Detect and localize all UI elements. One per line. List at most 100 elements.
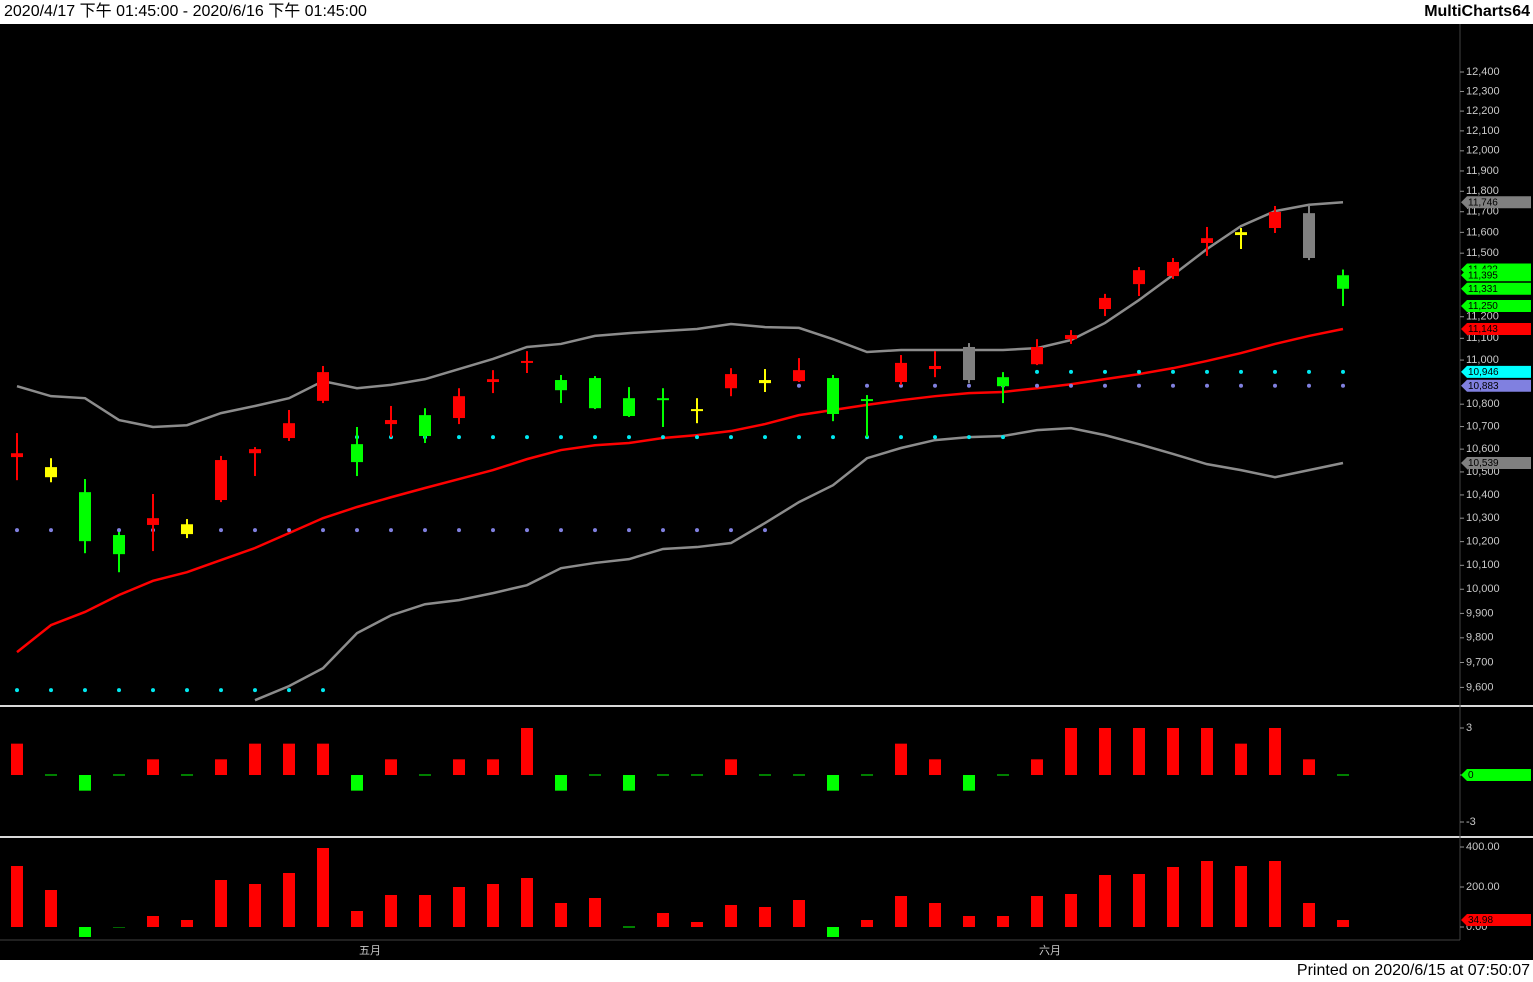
histogram-bar [929, 759, 941, 775]
histogram-bar [1133, 874, 1145, 927]
stop-dot [287, 688, 291, 693]
stop-dot [1137, 383, 1141, 388]
histogram-bar [657, 774, 669, 776]
candle-body [1337, 275, 1349, 289]
histogram-bar [419, 774, 431, 776]
candle-body [1099, 297, 1111, 310]
histogram-bar [215, 759, 227, 775]
price-marker-label: 11,250 [1468, 301, 1498, 312]
price-marker [1461, 914, 1531, 927]
histogram-bar [555, 903, 567, 927]
stop-dot [1001, 435, 1005, 440]
candle-body [1269, 211, 1281, 229]
histogram-bar [215, 880, 227, 927]
y-tick-label: -3 [1466, 816, 1476, 828]
stop-dot [1273, 383, 1277, 388]
histogram-bar [827, 927, 839, 937]
histogram-bar [249, 743, 261, 775]
stop-dot [491, 528, 495, 533]
stop-dot [117, 528, 121, 533]
pane [11, 727, 1349, 791]
pane [11, 848, 1349, 937]
price-marker [1461, 196, 1531, 209]
price-marker-label: 11,395 [1468, 270, 1498, 281]
stop-dot [457, 435, 461, 440]
candle-body [1031, 346, 1043, 365]
histogram-bar [1337, 774, 1349, 776]
histogram-bar [997, 916, 1009, 927]
candle-body [1133, 270, 1145, 285]
stop-dot [355, 528, 359, 533]
stop-dot [865, 383, 869, 388]
histogram-bar [351, 774, 363, 791]
stop-dot [1069, 369, 1073, 374]
y-tick-label: 9,600 [1466, 681, 1494, 693]
candle-body [997, 377, 1009, 387]
histogram-bar [453, 759, 465, 775]
histogram-bar [1201, 861, 1213, 927]
y-tick-label: 11,700 [1466, 206, 1499, 218]
stop-dot [1239, 369, 1243, 374]
y-tick-label: 11,800 [1466, 185, 1499, 197]
stop-dot [321, 528, 325, 533]
histogram-bar [691, 922, 703, 927]
stop-dot [1273, 369, 1277, 374]
histogram-bar [589, 774, 601, 776]
histogram-bar [351, 911, 363, 927]
histogram-bar [181, 774, 193, 776]
stop-dot [287, 528, 291, 533]
stop-dot [219, 528, 223, 533]
brand: MultiCharts64 [1424, 3, 1530, 20]
stop-dot [457, 528, 461, 533]
stop-dot [967, 435, 971, 440]
candle-body [623, 398, 635, 417]
candle-body [487, 379, 499, 383]
histogram-bar [1303, 903, 1315, 927]
histogram-bar [487, 759, 499, 775]
stop-dot [797, 383, 801, 388]
histogram-bar [1031, 896, 1043, 927]
histogram-bar [793, 900, 805, 927]
y-tick-label: 10,200 [1466, 536, 1500, 548]
histogram-bar [1099, 727, 1111, 775]
candle-body [589, 378, 601, 409]
histogram-bar [1031, 759, 1043, 775]
y-tick-label: 3 [1466, 722, 1472, 734]
price-marker [1461, 269, 1531, 282]
stop-dot [1341, 383, 1345, 388]
histogram-bar [113, 774, 125, 776]
stop-dot [15, 528, 19, 533]
candle-body [385, 420, 397, 425]
histogram-bar [1065, 727, 1077, 775]
histogram-bar [1167, 867, 1179, 927]
y-tick-label: 10,000 [1466, 583, 1500, 595]
y-tick-label: 9,900 [1466, 607, 1494, 619]
stop-dot [661, 435, 665, 440]
candle-body [1065, 335, 1077, 340]
y-tick-label: 11,200 [1466, 311, 1499, 323]
stop-dot [559, 435, 563, 440]
price-marker-label: 34.98 [1468, 915, 1493, 926]
price-marker-label: 11,143 [1468, 324, 1498, 335]
candle-body [895, 362, 907, 383]
price-marker [1461, 768, 1531, 781]
histogram-bar [1065, 894, 1077, 927]
y-tick-label: 9,700 [1466, 656, 1494, 668]
histogram-bar [1201, 727, 1213, 775]
y-tick-label: 12,100 [1466, 125, 1500, 137]
stop-dot [967, 383, 971, 388]
candle-body [317, 372, 329, 401]
price-marker [1461, 323, 1531, 336]
price-marker-label: 10,539 [1468, 458, 1499, 469]
candle-body [929, 365, 941, 370]
candle-body [79, 492, 91, 542]
x-tick-label: 五月 [359, 945, 381, 957]
stop-dot [83, 688, 87, 693]
histogram-bar [385, 895, 397, 927]
histogram-bar [45, 890, 57, 927]
price-marker [1461, 379, 1531, 392]
candle-body [1235, 232, 1247, 236]
histogram-bar [1235, 743, 1247, 775]
stop-dot [117, 688, 121, 693]
